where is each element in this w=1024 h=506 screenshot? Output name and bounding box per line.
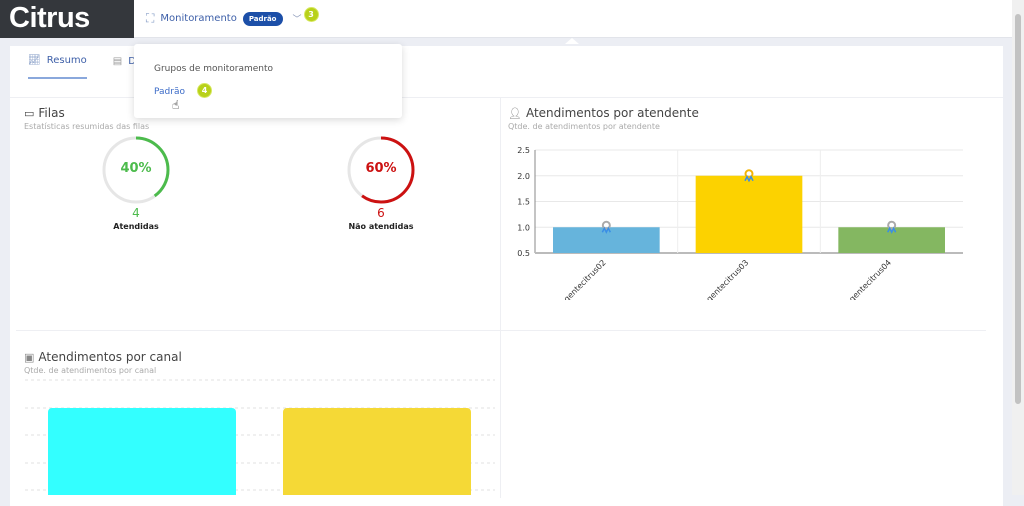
step-marker: 4 (197, 83, 212, 98)
count: 6 (377, 206, 385, 220)
step-marker: 3 (303, 7, 319, 22)
canal-bar-chart (25, 379, 495, 495)
scrollbar-thumb[interactable] (1015, 14, 1021, 404)
award-ribbon-icon (744, 175, 754, 183)
award-icon (744, 169, 754, 179)
line-chart-icon: 📈︎ (28, 55, 41, 66)
bar (695, 175, 803, 253)
clipboard-icon: ▤ (112, 56, 123, 67)
top-bar: Citrus ⛶ Monitoramento Padrão ﹀ 3 (0, 0, 1012, 38)
divider (500, 98, 501, 498)
count: 4 (132, 206, 140, 220)
y-tick-label: 1.5 (517, 198, 530, 207)
citrus-logo[interactable]: Citrus (0, 0, 134, 38)
filas-title: ▭ Filas (24, 106, 65, 120)
atendente-bar-chart: 2.5 2.0 1.5 1.0 0.5 agentecitrus02 agentecitru… (517, 146, 963, 300)
presentation-chart-icon: ⛶ (146, 11, 155, 25)
y-tick-label: 2.5 (517, 146, 530, 155)
tab-label: Resumo (46, 55, 87, 66)
divider (16, 330, 986, 331)
percent: 60% (365, 161, 397, 176)
y-tick-label: 2.0 (517, 172, 530, 181)
dropdown-item-padrao[interactable]: Padrão (154, 87, 185, 97)
award-icon (887, 220, 897, 230)
section-title: Atendimentos por atendente (525, 106, 699, 120)
bar (283, 408, 471, 495)
bar (48, 408, 236, 495)
label: Não atendidas (348, 222, 414, 231)
x-tick-label: agentecitrus04 (844, 258, 893, 300)
clipboard-check-icon: ▣ (24, 350, 35, 364)
donut-atendidas (102, 136, 170, 204)
atendente-chart-title: 👤︎ Atendimentos por atendente (508, 106, 699, 120)
donut-nao-atendidas (347, 136, 415, 204)
hand-cursor-icon: ☝︎ (172, 98, 180, 112)
canal-chart-subtitle: Qtde. de atendimentos por canal (24, 366, 157, 375)
percent: 40% (120, 161, 152, 176)
label: Atendidas (113, 222, 159, 231)
section-title: Atendimentos por canal (38, 350, 182, 364)
canal-chart-title: ▣ Atendimentos por canal (24, 350, 182, 364)
users-icon: 👤︎ (508, 106, 522, 120)
award-icon (601, 220, 611, 230)
monitoring-groups-dropdown: Grupos de monitoramento Padrão 4 ☝︎ (134, 44, 402, 118)
atendente-chart-subtitle: Qtde. de atendimentos por atendente (508, 122, 660, 131)
header-title: Monitoramento (160, 13, 237, 24)
x-tick-label: agentecitrus03 (701, 258, 750, 300)
filas-subtitle: Estatísticas resumidas das filas (24, 122, 150, 131)
divider (10, 97, 1003, 98)
y-tick-label: 1.0 (517, 223, 530, 232)
x-tick-label: agentecitrus02 (559, 258, 608, 300)
dropdown-caret (565, 38, 579, 44)
group-badge: Padrão (242, 11, 283, 26)
award-ribbon-icon (886, 226, 897, 234)
tabs: 📈︎Resumo ▤De (28, 55, 142, 79)
dropdown-heading: Grupos de monitoramento (154, 64, 274, 74)
tab-resumo[interactable]: 📈︎ Resumo (28, 55, 87, 79)
section-title: Filas (38, 106, 65, 120)
award-ribbon-icon (601, 226, 612, 234)
y-tick-label: 0.5 (517, 249, 530, 258)
window-icon: ▭ (24, 106, 35, 120)
chevron-down-icon[interactable]: ﹀ (292, 15, 302, 25)
vertical-scrollbar[interactable] (1012, 0, 1024, 495)
monitoring-group-selector[interactable]: ⛶ Monitoramento Padrão ﹀ 3 (146, 7, 319, 26)
